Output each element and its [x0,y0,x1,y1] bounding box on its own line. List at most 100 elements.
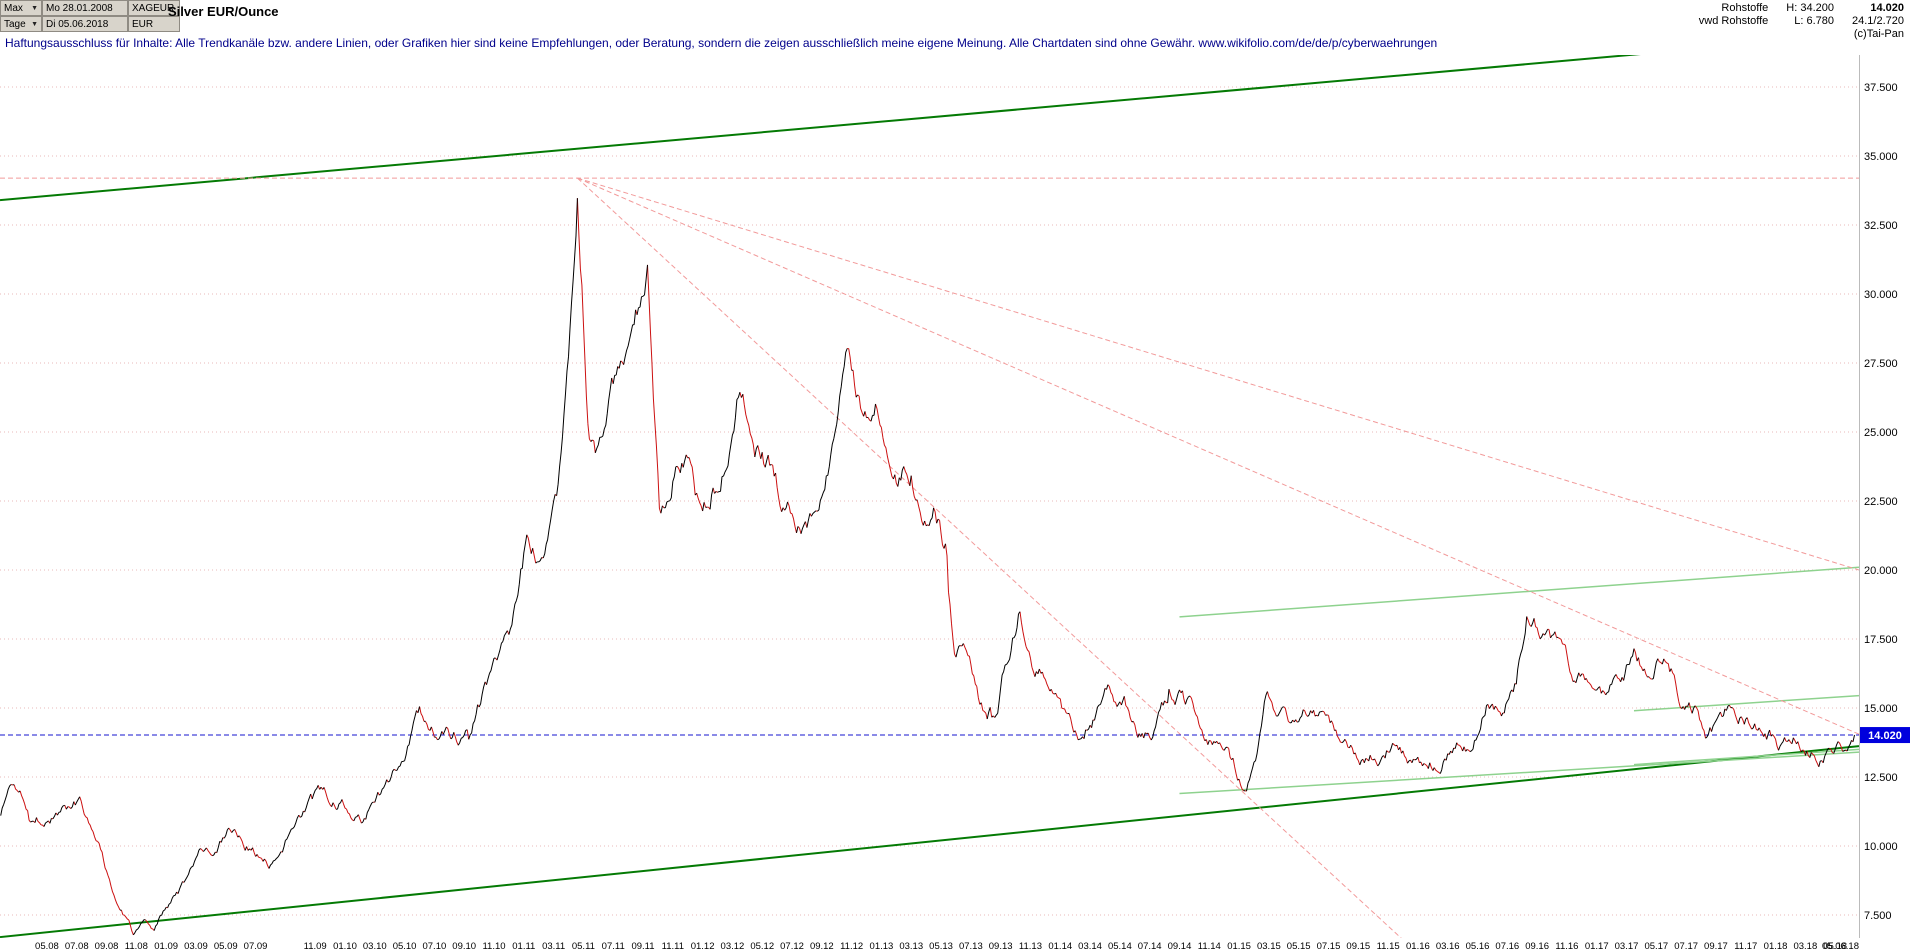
x-axis-label: 05.09 [214,941,238,952]
x-axis-label: 07.13 [959,941,983,952]
range-selector[interactable]: Max ▼ [0,0,42,16]
x-axis-label: 11.10 [482,941,505,952]
period-selector[interactable]: Tage ▼ [0,16,42,32]
x-axis-label: 03.13 [899,941,923,952]
x-axis-label: 03.17 [1615,941,1639,952]
x-axis-label: 07.09 [244,941,268,952]
start-date-value: Mo 28.01.2008 [46,2,113,14]
x-axis-label: 05.18 [1823,941,1847,952]
recent-lower [1633,748,1859,766]
x-axis-label: 01.12 [691,941,715,952]
x-axis-label: 07.16 [1495,941,1519,952]
x-axis-label: 05.12 [750,941,774,952]
instrument-group: Rohstoffe [1721,2,1769,14]
prev-range: 24.1/2.720 [1852,15,1904,27]
y-axis-label: 37.500 [1864,82,1898,94]
currency-value: EUR [132,18,154,30]
x-axis-label: 11.09 [304,941,327,952]
x-axis-label: 11.14 [1198,941,1221,952]
x-axis-label: 03.12 [721,941,745,952]
x-axis-label: 11.11 [662,941,684,952]
price-series-up [0,198,1855,936]
x-axis-label: 05.11 [572,941,595,952]
x-axis-label: 07.10 [422,941,446,952]
x-axis-label: 05.15 [1287,941,1311,952]
x-axis-label: 03.09 [184,941,208,952]
x-axis-label: 09.13 [989,941,1013,952]
x-axis-label: 09.08 [95,941,119,952]
x-axis-label: 07.12 [780,941,804,952]
x-axis-label: 09.14 [1168,941,1192,952]
x-axis-label: 05.06.18 [1822,941,1859,952]
chevron-down-icon: ▼ [31,20,38,28]
low-value: L: 6.780 [1794,15,1834,27]
x-axis-label: 03.10 [363,941,387,952]
y-axis-label: 30.000 [1864,289,1898,301]
symbol-field[interactable]: XAGEUR [128,0,180,16]
y-grid [0,86,1859,916]
x-axis-label: 07.17 [1674,941,1698,952]
y-axis-label: 35.000 [1864,151,1898,163]
quote-info: Rohstoffe H: 34.200 14.020 vwd Rohstoffe… [1699,2,1904,41]
x-axis-label: 07.15 [1317,941,1341,952]
end-date-value: Di 05.06.2018 [46,18,109,30]
y-axis-label: 32.500 [1864,220,1898,232]
y-axis-label: 25.000 [1864,427,1898,439]
upper-channel [0,55,1641,202]
y-axis-label: 12.500 [1864,772,1898,784]
controls-row-1: Max ▼ Mo 28.01.2008 XAGEUR [0,0,180,16]
data-feed: vwd Rohstoffe [1698,15,1769,27]
x-axis-label: 09.17 [1704,941,1728,952]
x-axis-label: 03.18 [1793,941,1817,952]
x-axis-label: 01.09 [154,941,178,952]
price-series-down [11,198,1854,936]
x-axis-label: 05.14 [1108,941,1132,952]
x-axis-label: 11.08 [125,941,148,952]
end-date-field[interactable]: Di 05.06.2018 [42,16,128,32]
chevron-down-icon: ▼ [31,4,38,12]
y-axis-label: 27.500 [1864,358,1898,370]
current-price-tag-label: 14.020 [1868,730,1902,742]
disclaimer-text: Haftungsausschluss für Inhalte: Alle Tre… [5,36,1438,50]
x-axis-label: 05.13 [929,941,953,952]
x-axis-label: 07.14 [1138,941,1162,952]
range-selector-label: Max [4,2,23,14]
x-axis-label: 09.10 [452,941,476,952]
fan-line-3 [577,177,1402,938]
current-price-tag [1860,727,1910,744]
last-price: 14.020 [1870,2,1904,14]
chart-title: Silver EUR/Ounce [168,4,279,19]
x-axis-label: 05.16 [1466,941,1490,952]
x-axis-label: 03.14 [1078,941,1102,952]
copyright-label: (c)Tai-Pan [1853,28,1904,40]
chart-toolbar: Max ▼ Mo 28.01.2008 XAGEUR Tage ▼ Di 05.… [0,0,1912,40]
currency-field[interactable]: EUR [128,16,180,32]
symbol-value: XAGEUR [132,2,175,14]
plot-area [0,55,1859,938]
x-axis-label: 01.18 [1764,941,1788,952]
x-axis-label: 01.13 [870,941,894,952]
x-axis-label: 07.11 [602,941,625,952]
x-axis-label: 11.17 [1734,941,1757,952]
x-axis-label: 01.17 [1585,941,1609,952]
controls-row-2: Tage ▼ Di 05.06.2018 EUR [0,16,180,32]
x-axis-label: 03.15 [1257,941,1281,952]
mid-resistance [1179,566,1859,618]
y-axis-label: 7.500 [1864,910,1892,922]
recent-upper [1633,694,1859,712]
x-axis-label: 11.13 [1019,941,1042,952]
y-axis-label: 17.500 [1864,634,1898,646]
x-axis-label: 05.08 [35,941,59,952]
x-axis-label: 03.11 [542,941,565,952]
x-axis-label: 09.12 [810,941,834,952]
lower-channel [0,745,1859,938]
start-date-field[interactable]: Mo 28.01.2008 [42,0,128,16]
x-axis-label: 01.15 [1227,941,1251,952]
x-axis-labels: 05.08 07.08 09.08 11.08 01.09 03.09 05.09 07.09… [35,941,1859,952]
mid-support [1179,751,1859,795]
x-axis-label: 11.12 [840,941,863,952]
chart-controls: Max ▼ Mo 28.01.2008 XAGEUR Tage ▼ Di 05.… [0,0,180,32]
x-axis-label: 05.10 [393,941,417,952]
